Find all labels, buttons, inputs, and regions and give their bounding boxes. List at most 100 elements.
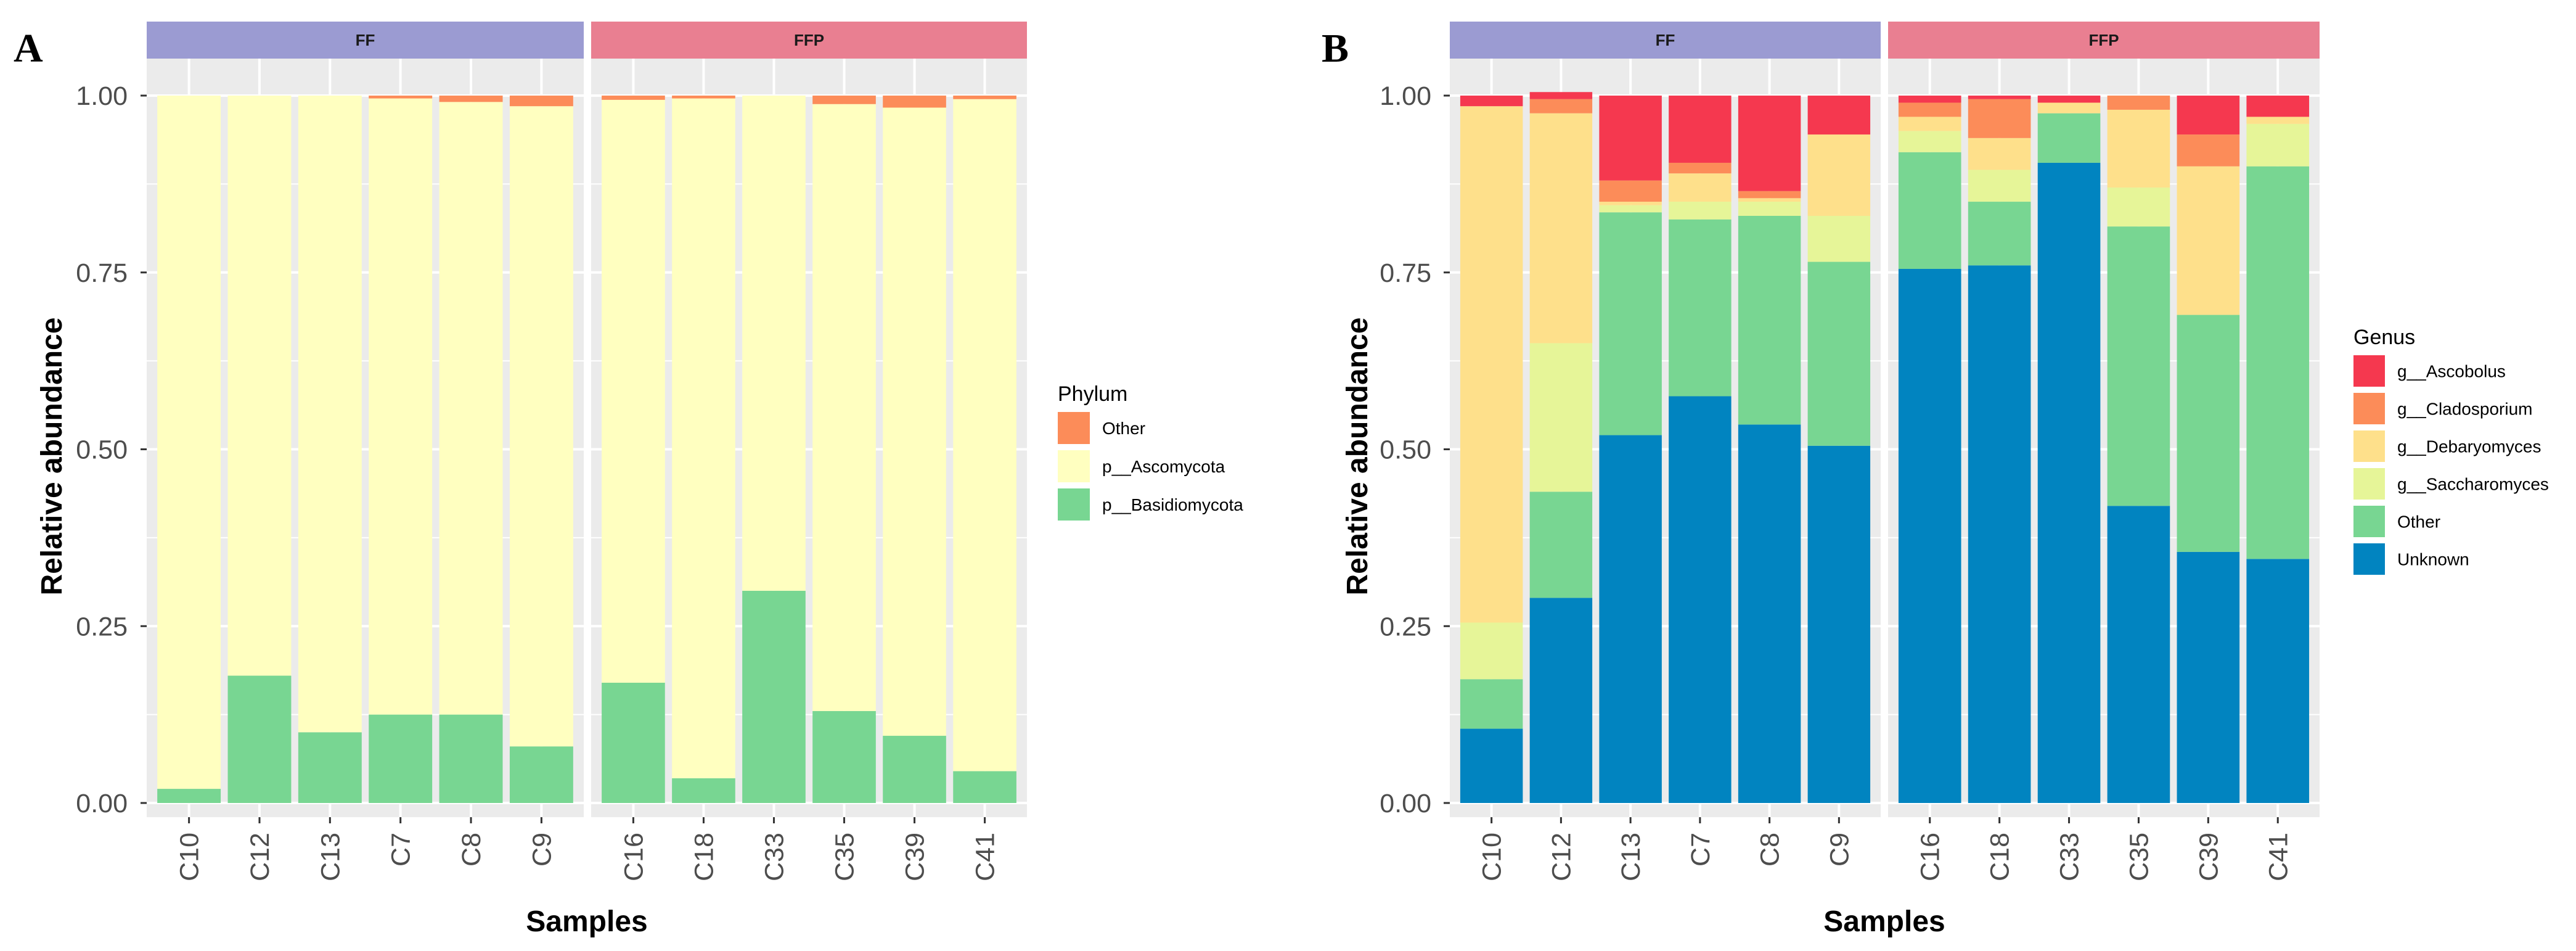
bar-segment (883, 96, 946, 108)
legend-swatch (2353, 506, 2385, 537)
y-tick-label: 0.75 (76, 258, 128, 288)
facet-strip (1450, 22, 1881, 59)
bar-segment (509, 106, 573, 747)
x-tick-label: C33 (2055, 833, 2085, 881)
bar-segment (509, 96, 573, 107)
bar-segment (1599, 205, 1662, 213)
bar-segment (1898, 117, 1961, 131)
x-tick-label: C13 (1616, 833, 1646, 881)
bar-segment (1898, 102, 1961, 117)
bar-segment (2246, 96, 2310, 117)
facet-strip-label: FF (1656, 31, 1675, 49)
x-tick-label: C9 (1825, 833, 1854, 867)
x-tick-label: C8 (1756, 833, 1785, 867)
bar-segment (1669, 96, 1732, 163)
bar-segment (2177, 315, 2240, 552)
x-tick-label: C12 (245, 833, 275, 881)
bar-segment (1460, 106, 1523, 623)
x-tick-label: C16 (619, 833, 648, 881)
bar-segment (1599, 212, 1662, 435)
bar-segment (1738, 96, 1801, 191)
facet-strip (147, 22, 584, 59)
x-tick-label: C41 (2263, 833, 2293, 881)
legend-title: Genus (2353, 326, 2415, 349)
bar-segment (1738, 215, 1801, 425)
bar-segment (1807, 134, 1871, 216)
bar-segment (2246, 117, 2310, 124)
legend-entry: g__Debaryomyces (2397, 437, 2541, 456)
bar-segment (1669, 162, 1732, 174)
bar-segment (1898, 131, 1961, 152)
bar-segment (742, 96, 806, 591)
bar-segment (812, 96, 876, 104)
bar-segment (812, 710, 876, 803)
bar-segment (1460, 728, 1523, 803)
bar-segment (509, 746, 573, 803)
bar-segment (1599, 96, 1662, 181)
chart-panel-a: A FF C10 C12 C13 C7 C8 C9 FFP C16 C18 C33 C35 C39 C41 0… (14, 22, 1243, 938)
x-tick-label: C7 (1686, 833, 1715, 867)
bar-segment (439, 714, 503, 803)
bar-segment (953, 99, 1016, 772)
bar-segment (602, 96, 665, 100)
legend-swatch (1058, 412, 1090, 444)
x-tick-label: C18 (689, 833, 719, 881)
bar-segment (1529, 343, 1593, 492)
x-tick-label: C18 (1985, 833, 2015, 881)
bar-segment (298, 732, 362, 803)
bar-segment (1968, 170, 2031, 202)
bar-segment (1669, 396, 1732, 803)
legend-swatch (2353, 468, 2385, 500)
bar-segment (1460, 96, 1523, 107)
facet-strip (1888, 22, 2320, 59)
legend-entry: g__Saccharomyces (2397, 475, 2549, 494)
bar-segment (1807, 445, 1871, 803)
y-tick-label: 0.25 (1380, 612, 1431, 641)
bar-segment (1460, 679, 1523, 729)
bar-segment (1599, 435, 1662, 803)
bar-segment (2107, 187, 2170, 227)
x-tick-label: C10 (175, 833, 205, 881)
chart-panel-b: B FF C10 C12 C13 C7 C8 C9 FFP C16 C18 C33 C35 C39 C41 0… (1322, 22, 2549, 938)
x-axis-title: Samples (1823, 905, 1945, 938)
bar-segment (1460, 622, 1523, 680)
y-tick-label: 0.25 (76, 612, 128, 641)
bar-segment (227, 96, 292, 676)
legend-entry: g__Ascobolus (2397, 362, 2506, 381)
legend-entry: Other (1102, 419, 1145, 438)
x-tick-label: C33 (759, 833, 789, 881)
bar-segment (672, 778, 735, 803)
y-tick-label: 0.00 (1380, 789, 1431, 818)
bar-segment (1669, 202, 1732, 220)
facet-strip-label: FFP (794, 31, 824, 49)
bar-segment (1738, 198, 1801, 202)
facet-strip-label: FF (356, 31, 375, 49)
bar-segment (298, 96, 362, 733)
bar-segment (1599, 180, 1662, 202)
bar-segment (1968, 138, 2031, 170)
bar-segment (1807, 96, 1871, 135)
bar-segment (2107, 506, 2170, 803)
bar-segment (2037, 102, 2101, 113)
legend-entry: Unknown (2397, 550, 2469, 569)
bar-segment (812, 104, 876, 711)
y-tick-label: 0.75 (1380, 258, 1431, 288)
legend-swatch (2353, 543, 2385, 575)
legend-swatch (2353, 430, 2385, 462)
y-tick-label: 1.00 (76, 81, 128, 111)
x-tick-label: C10 (1478, 833, 1507, 881)
bar-segment (1807, 215, 1871, 262)
bar-segment (2246, 123, 2310, 167)
bar-segment (2246, 166, 2310, 559)
bar-segment (369, 714, 433, 803)
bar-segment (953, 771, 1016, 803)
bar-segment (2107, 109, 2170, 188)
bar-segment (2177, 166, 2240, 315)
x-tick-label: C13 (316, 833, 345, 881)
x-tick-label: C8 (457, 833, 486, 867)
bar-segment (2246, 559, 2310, 803)
y-axis-title: Relative abundance (1341, 318, 1374, 596)
bar-segment (227, 675, 292, 803)
x-axis-title: Samples (526, 905, 647, 938)
